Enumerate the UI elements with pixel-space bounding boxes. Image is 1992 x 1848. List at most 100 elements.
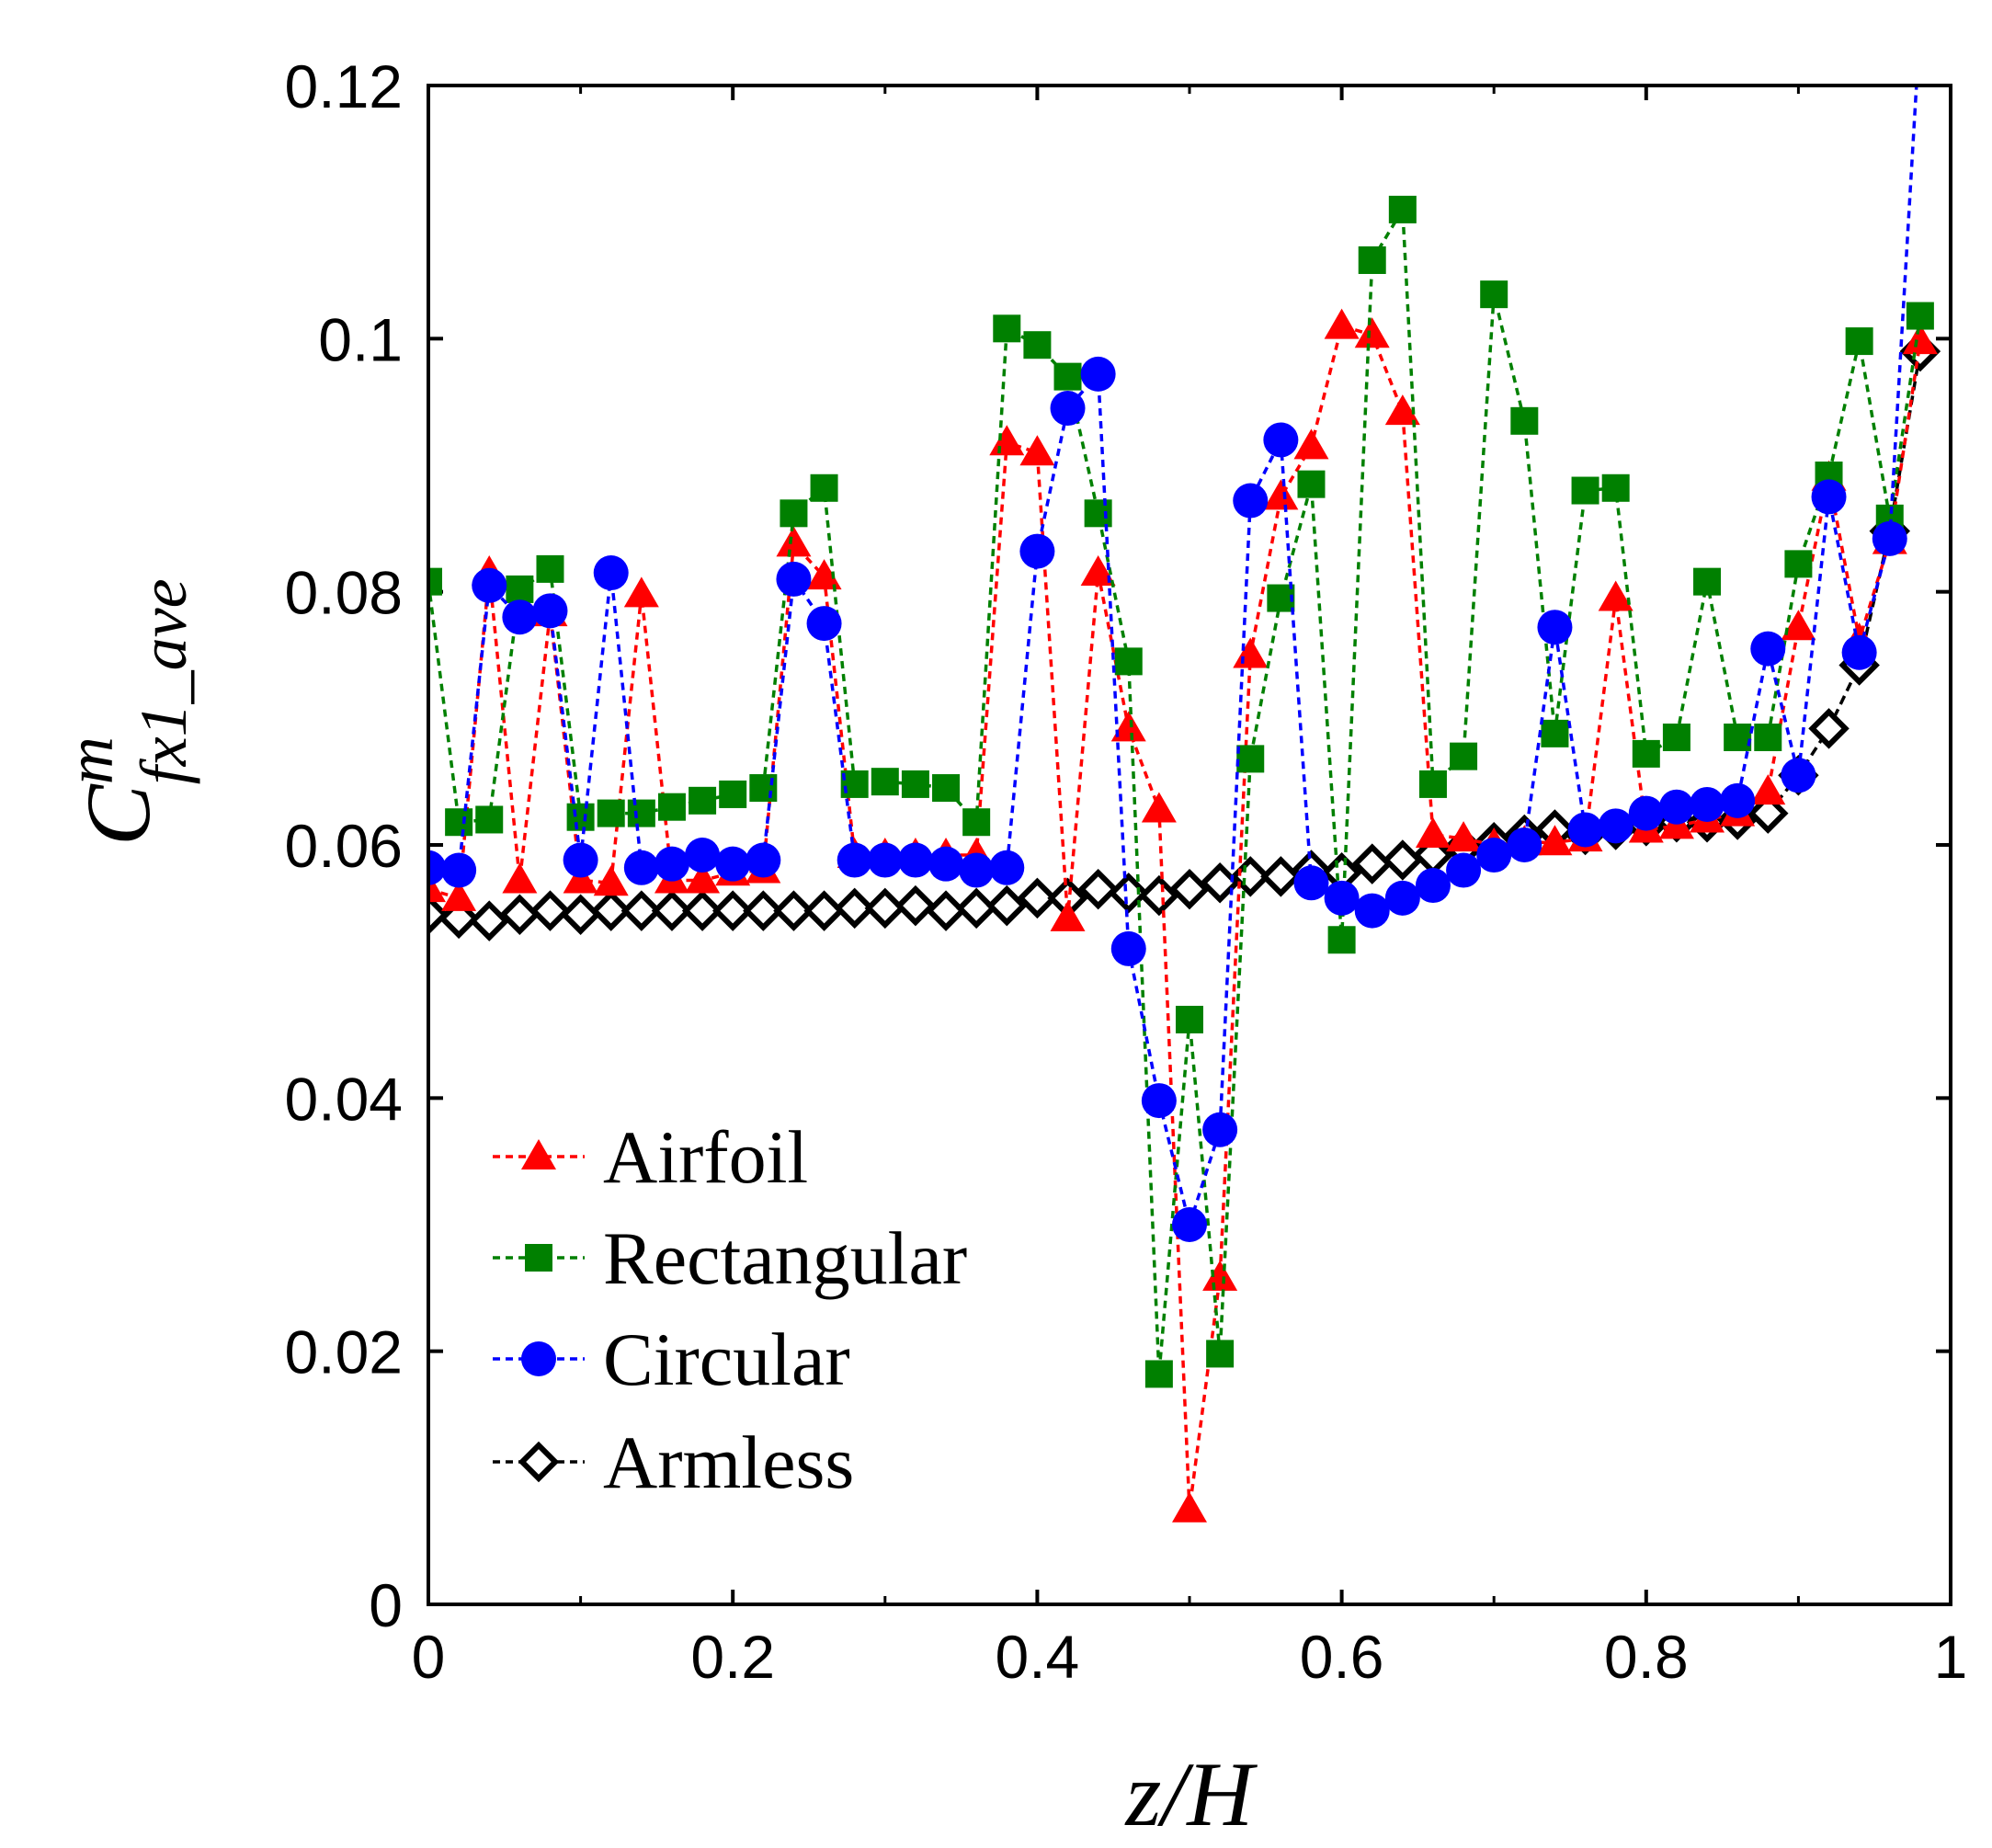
circular-point [623, 850, 659, 885]
y-axis-title: Cmfx1_ave [53, 578, 200, 846]
rectangular-point [932, 774, 961, 803]
legend-item-airfoil: Airfoil [493, 1115, 808, 1199]
airfoil-point [1598, 580, 1633, 611]
series-line-armless [428, 350, 1922, 923]
airfoil-point [1141, 792, 1177, 823]
plot-series [428, 5, 1941, 1523]
circular-point [1811, 479, 1847, 515]
airfoil-point [1019, 435, 1055, 466]
airfoil-point [563, 862, 598, 894]
armless-point [651, 890, 693, 931]
circular-point [1202, 1112, 1238, 1147]
y-tick-label: 0.12 [285, 52, 403, 120]
airfoil-point [1202, 1260, 1238, 1291]
armless-point [428, 894, 450, 935]
rectangular-point [1114, 647, 1143, 676]
legend-item-armless: Armless [493, 1420, 854, 1504]
circular-point [1903, 5, 1938, 40]
armless-point [681, 890, 723, 931]
circular-point [1720, 782, 1756, 818]
airfoil-point [1263, 479, 1299, 510]
rectangular-point [566, 803, 595, 831]
circular-point [1019, 533, 1055, 569]
circular-point [1841, 634, 1877, 670]
rectangular-point [1418, 770, 1447, 798]
circular-point [867, 842, 903, 878]
rectangular-point [1327, 926, 1356, 954]
circular-point [563, 842, 598, 878]
rectangular-point [810, 473, 838, 502]
rectangular-point [1906, 302, 1934, 330]
rectangular-point [1632, 739, 1660, 768]
circular-point [1476, 838, 1512, 873]
circular-point [1384, 880, 1420, 916]
rectangular-point [901, 770, 929, 798]
armless-point [468, 900, 510, 941]
legend-label-rectangular: Rectangular [603, 1216, 967, 1300]
circular-point [806, 606, 842, 642]
y-tick-label: 0.06 [285, 812, 403, 880]
rectangular-point [1144, 1360, 1173, 1388]
series-line-circular [428, 86, 1918, 1231]
rectangular-point [993, 314, 1021, 343]
y-axis-title-subscript: fx1_ave [127, 578, 200, 784]
rectangular-point [719, 780, 747, 808]
airfoil-point [593, 865, 629, 896]
y-tick-label: 0.02 [285, 1318, 403, 1386]
rectangular-point [1571, 476, 1599, 505]
airfoil-point [1781, 610, 1816, 641]
tick-labels: 0 0.2 0.4 0.6 0.8 1 0 0.02 0.04 0.06 0.08 0.1 0.12 [285, 52, 1968, 1691]
plot-frame [427, 84, 1952, 1606]
airfoil-point [1172, 1491, 1207, 1523]
y-tick-label: 0.08 [285, 559, 403, 627]
circular-point [472, 567, 507, 603]
svg-text:Cmfx1_ave: Cmfx1_ave [53, 578, 200, 846]
armless-point [499, 894, 541, 935]
circular-point [1446, 852, 1482, 888]
circular-point [1872, 520, 1907, 556]
airfoil-point [989, 425, 1025, 456]
airfoil-point [1324, 308, 1360, 339]
airfoil-point [685, 862, 721, 894]
armless-point [1747, 793, 1789, 834]
armless-point [1351, 843, 1393, 884]
circular-point [1690, 786, 1725, 822]
rectangular-point [1450, 742, 1478, 770]
circular-point [428, 850, 446, 885]
airfoil-point [1415, 816, 1451, 848]
circular-point [1172, 1207, 1207, 1242]
rectangular-point [1236, 745, 1265, 773]
rectangular-point [1084, 499, 1112, 528]
armless-point [834, 887, 875, 930]
airfoil-point [1902, 324, 1938, 355]
y-tick-label: 0 [369, 1571, 403, 1639]
circular-point [1324, 880, 1360, 916]
rectangular-point [1845, 327, 1873, 356]
x-tick-label: 1 [1934, 1623, 1968, 1691]
circular-point [593, 555, 629, 591]
airfoil-point [1384, 394, 1420, 426]
airfoil-point [1446, 821, 1482, 852]
legend-marker-circular [521, 1341, 556, 1376]
circular-point [715, 846, 751, 882]
rectangular-point [1480, 280, 1508, 309]
armless-point [1017, 877, 1058, 919]
legend-label-airfoil: Airfoil [603, 1115, 808, 1199]
rectangular-point [871, 768, 899, 796]
airfoil-point [623, 576, 659, 608]
circular-point [1507, 827, 1542, 862]
rectangular-point [1510, 406, 1539, 435]
rectangular-point [1023, 331, 1052, 359]
rectangular-point [1358, 245, 1386, 274]
circular-point [1263, 422, 1299, 458]
armless-point [590, 890, 632, 931]
series-armless [428, 330, 1941, 941]
armless-point [743, 890, 784, 931]
armless-point [803, 890, 845, 931]
circular-point [1598, 808, 1633, 844]
legend-marker-armless [518, 1441, 560, 1483]
rectangular-point [1601, 473, 1630, 502]
circular-point [1567, 812, 1603, 848]
legend-marker-airfoil [521, 1139, 556, 1169]
